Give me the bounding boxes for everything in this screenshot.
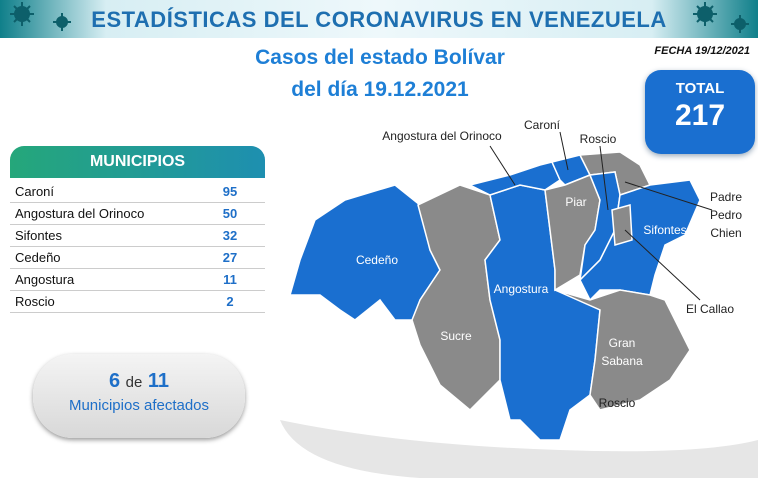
total-value: 217 xyxy=(674,99,726,132)
map-label: Chien xyxy=(710,226,741,240)
region-sucre xyxy=(411,184,501,412)
total-box: TOTAL 217 xyxy=(645,70,755,154)
region-gran-sabana xyxy=(554,289,691,411)
map-label: Piar xyxy=(565,195,586,209)
municipio: Angostura xyxy=(15,272,75,287)
map-label: Sucre xyxy=(440,329,472,343)
leader-lines xyxy=(489,131,713,301)
virus-icons xyxy=(10,2,749,33)
summary-caption: Municipios afectados xyxy=(68,397,210,414)
municipio: Sifontes xyxy=(15,228,62,243)
case-count: 32 xyxy=(222,228,238,243)
case-count: 27 xyxy=(222,250,238,265)
map-label: Sifontes xyxy=(643,223,686,237)
table-title: MUNICIPIOS xyxy=(10,146,265,178)
connector: de xyxy=(125,374,143,391)
map-label: Roscio xyxy=(599,396,636,410)
table-row: Caroní 95 xyxy=(10,180,265,203)
municipio: Roscio xyxy=(15,294,55,309)
municipio: Angostura del Orinoco xyxy=(15,206,145,221)
subtitle: Casos del estado Bolívar xyxy=(255,46,505,69)
map-label: Roscio xyxy=(580,132,617,146)
total-label: TOTAL xyxy=(675,80,725,97)
case-count: 50 xyxy=(222,206,238,221)
map-label: Sabana xyxy=(601,354,643,368)
total-municipios: 11 xyxy=(147,370,170,392)
table-row: Angostura 11 xyxy=(10,268,265,291)
table-row: Roscio 2 xyxy=(10,290,265,313)
summary-pill: 6 de 11 Municipios afectados xyxy=(33,354,245,438)
table-row: Angostura del Orinoco 50 xyxy=(10,202,265,225)
case-count: 95 xyxy=(222,184,238,199)
map-shadow xyxy=(280,420,758,478)
map-label: Padre xyxy=(710,190,742,204)
table-row: Sifontes 32 xyxy=(10,224,265,247)
table-row: Cedeño 27 xyxy=(10,246,265,269)
map-label: El Callao xyxy=(686,302,734,316)
summary-count: 6 de 11 xyxy=(33,370,245,393)
map-label: Angostura xyxy=(494,282,549,296)
date: FECHA 19/12/2021 xyxy=(654,45,750,57)
map-label: Caroní xyxy=(524,118,561,132)
affected: 6 xyxy=(108,370,121,392)
municipio: Cedeño xyxy=(15,250,61,265)
map-label: Pedro xyxy=(710,208,742,222)
header-bar xyxy=(0,0,758,38)
region-cedeno xyxy=(289,184,441,321)
region-el-callao xyxy=(611,204,633,246)
map-label: Gran xyxy=(609,336,636,350)
municipio: Caroní xyxy=(15,184,55,199)
map-label: Angostura del Orinoco xyxy=(382,129,502,143)
map-label: Cedeño xyxy=(356,253,398,267)
subtitle: del día 19.12.2021 xyxy=(291,78,469,101)
case-count: 11 xyxy=(223,272,237,287)
title: ESTADÍSTICAS DEL CORONAVIRUS EN VENEZUEL… xyxy=(91,7,667,32)
case-count: 2 xyxy=(226,294,234,309)
